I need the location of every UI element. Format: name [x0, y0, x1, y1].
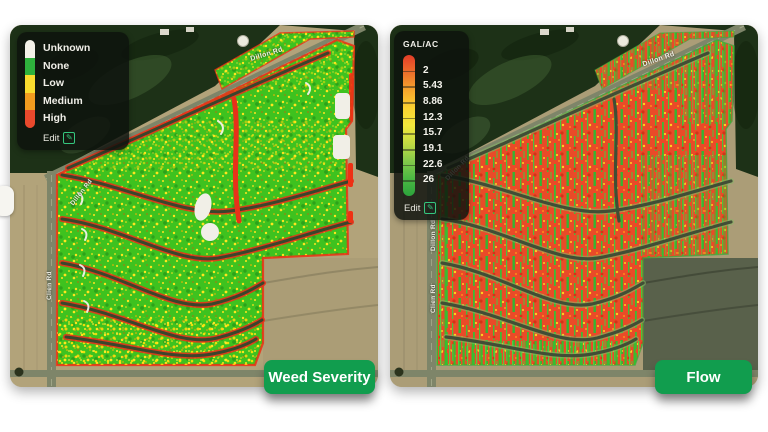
weed-severity-legend: Unknown None Low Medium High Edit ✎ — [17, 32, 129, 150]
weed-legend-edit-button[interactable]: Edit ✎ — [43, 132, 121, 144]
legend-label: High — [43, 112, 67, 125]
legend-label: Unknown — [43, 42, 91, 54]
legend-tick-value: 22.6 — [423, 158, 443, 170]
flow-legend-title: GAL/AC — [403, 39, 439, 49]
road-label-dillon-side: Dillon Rd — [430, 219, 437, 251]
road-label-clien: Clien Rd — [46, 271, 53, 300]
legend-tick-value: 8.86 — [423, 96, 443, 107]
legend-tick — [403, 180, 415, 182]
legend-tick — [403, 133, 415, 135]
edit-label: Edit — [43, 132, 60, 144]
map-control-partial[interactable] — [0, 186, 14, 216]
buildings — [160, 27, 249, 47]
flow-legend-values: 2 5.43 8.86 12.3 15.7 19.1 22.6 26 — [423, 55, 461, 196]
unknown-patches — [194, 93, 350, 241]
weed-severity-button[interactable]: Weed Severity — [264, 360, 375, 394]
legend-tick — [403, 70, 415, 73]
legend-swatch — [25, 57, 35, 76]
buildings — [540, 27, 629, 47]
legend-tick — [403, 164, 415, 167]
legend-swatch — [25, 110, 35, 128]
white-marks — [77, 82, 312, 313]
legend-tick-value: 12.3 — [423, 111, 443, 123]
legend-swatch — [25, 75, 35, 93]
legend-label: None — [43, 59, 70, 72]
edit-label: Edit — [404, 202, 421, 214]
flow-legend-colorbar — [403, 55, 415, 196]
legend-tick — [403, 149, 415, 151]
road-label-clien: Clien Rd — [430, 284, 437, 313]
legend-tick — [403, 102, 415, 104]
weed-severity-map-panel: Dillon Rd Dillon Rd Clien Rd Unknown None… — [10, 25, 378, 387]
weed-legend-colorbar — [25, 40, 35, 128]
flow-legend-edit-button[interactable]: Edit ✎ — [404, 202, 461, 214]
legend-tick-value: 5.43 — [423, 80, 443, 92]
legend-tick — [403, 86, 415, 88]
legend-label: Medium — [43, 94, 83, 107]
flow-map-panel: Dillon Rd Dillon Rd Dillon Rd Clien Rd G… — [390, 25, 758, 387]
edit-icon: ✎ — [424, 202, 437, 214]
weed-legend-labels: Unknown None Low Medium High — [43, 40, 121, 128]
legend-tick-value: 26 — [423, 174, 435, 186]
legend-tick-value: 2 — [423, 64, 429, 76]
legend-tick-value: 19.1 — [423, 143, 443, 154]
legend-tick — [403, 117, 415, 120]
legend-swatch — [25, 92, 35, 111]
flow-button[interactable]: Flow — [655, 360, 752, 394]
edit-icon: ✎ — [63, 132, 76, 144]
legend-swatch — [25, 40, 35, 58]
flow-legend: GAL/AC 2 5.43 8.86 12.3 15.7 19.1 22.6 26 Edit … — [394, 31, 469, 220]
legend-label: Low — [43, 77, 64, 90]
legend-tick-value: 15.7 — [423, 127, 443, 139]
flow-overlay — [436, 30, 735, 366]
